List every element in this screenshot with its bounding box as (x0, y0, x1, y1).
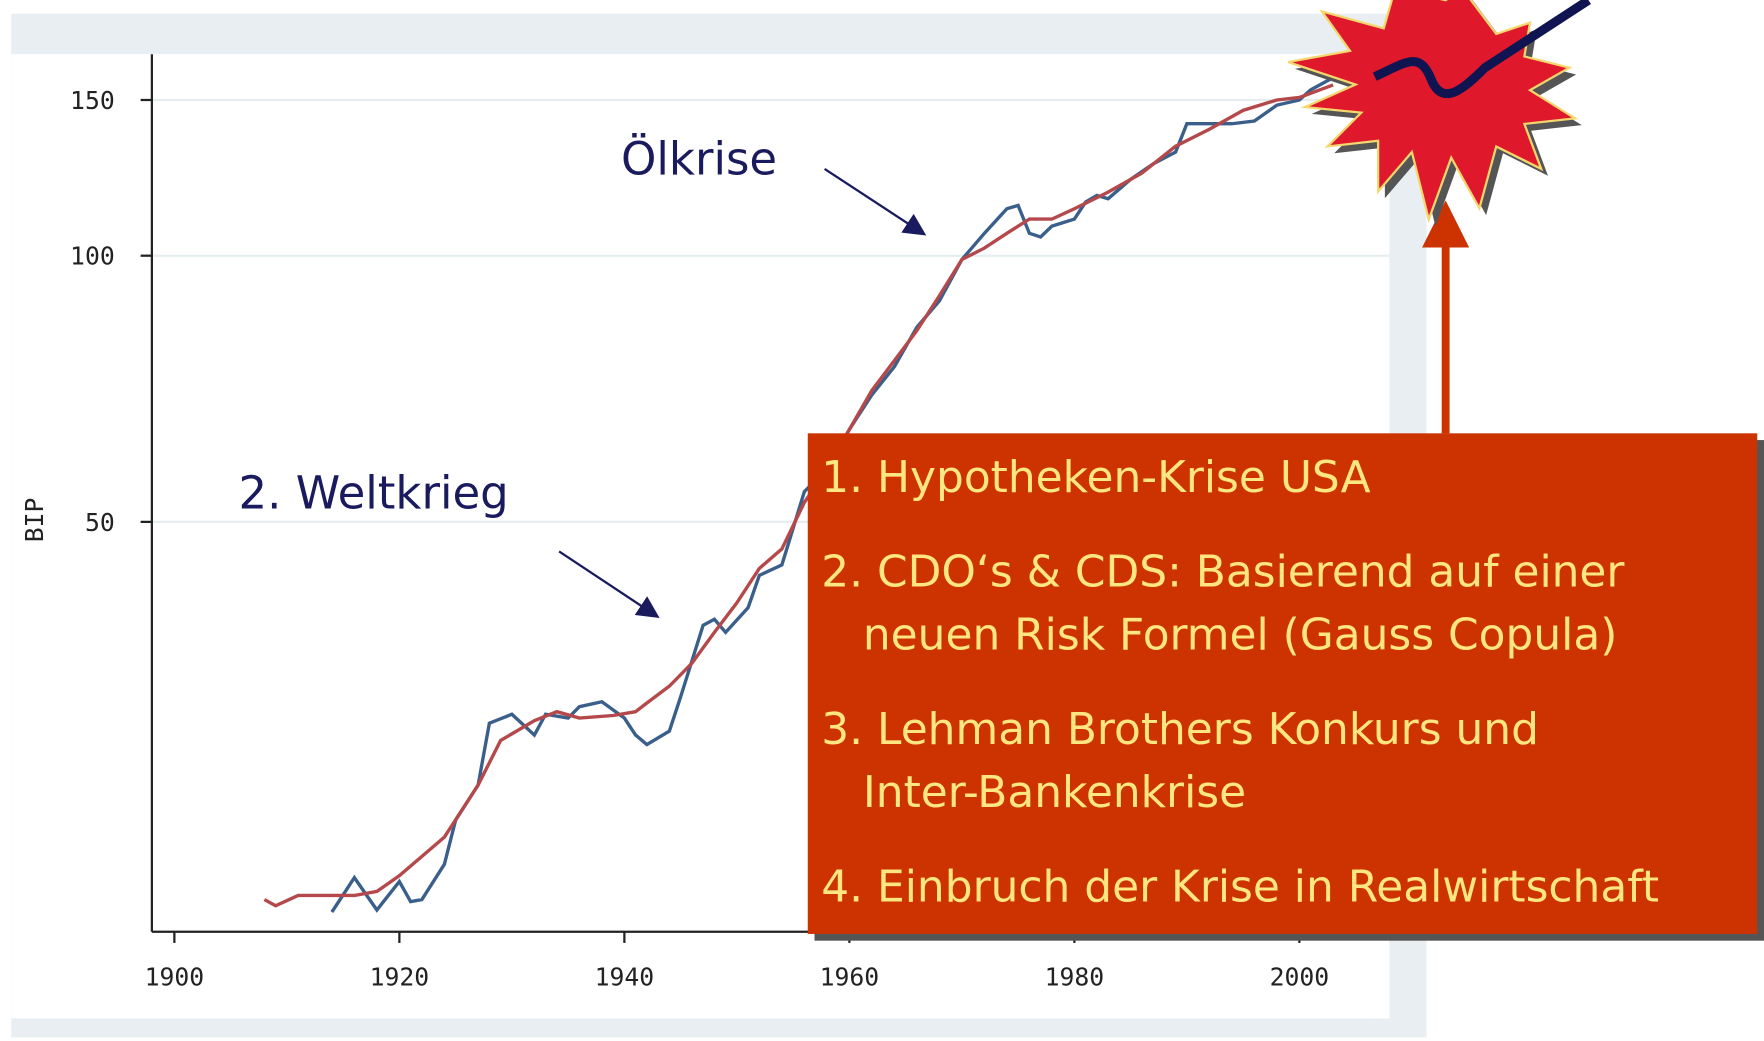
annotation: Ölkrise (621, 133, 777, 186)
chart: 50 100 150 1900 1920 1940 1960 1980 2000 BIP Ölk… (0, 0, 1764, 1041)
crisis-item: 1. Hypotheken-Krise USA (821, 452, 1370, 503)
x-tick-label: 2000 (1270, 963, 1330, 992)
y-tick-label: 100 (70, 242, 115, 271)
crisis-item: 2. CDO‘s & CDS: Basierend auf einer (821, 546, 1625, 597)
y-tick-label: 50 (85, 508, 115, 537)
crisis-item: Inter-Bankenkrise (863, 767, 1246, 818)
page: {"chart_data": { "type": "line", "y_labe… (0, 0, 1764, 1041)
crisis-item: 4. Einbruch der Krise in Realwirtschaft (821, 861, 1659, 912)
crisis-item: 3. Lehman Brothers Konkurs und (821, 704, 1539, 755)
x-tick-label: 1900 (145, 963, 205, 992)
x-tick-label: 1940 (595, 963, 655, 992)
x-tick-label: 1980 (1045, 963, 1105, 992)
x-tick-label: 1920 (370, 963, 430, 992)
crisis-item: neuen Risk Formel (Gauss Copula) (863, 609, 1617, 660)
annotation: 2. Weltkrieg (239, 467, 509, 520)
y-axis-label: BIP (20, 498, 49, 543)
crisis-box (808, 433, 1758, 934)
y-tick-label: 150 (70, 86, 115, 115)
x-tick-label: 1960 (820, 963, 880, 992)
